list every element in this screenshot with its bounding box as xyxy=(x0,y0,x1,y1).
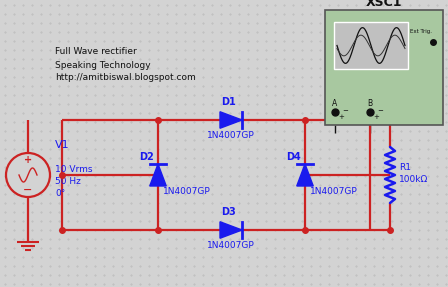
Polygon shape xyxy=(220,222,242,238)
Polygon shape xyxy=(220,112,242,128)
Circle shape xyxy=(6,153,50,197)
Text: D3: D3 xyxy=(222,207,237,217)
Text: 100kΩ: 100kΩ xyxy=(399,174,428,183)
Bar xyxy=(334,22,408,69)
Text: http://amitbiswal.blogspot.com: http://amitbiswal.blogspot.com xyxy=(55,73,196,82)
Text: +: + xyxy=(338,114,344,120)
Polygon shape xyxy=(297,164,313,186)
Text: 1N4007GP: 1N4007GP xyxy=(310,187,358,195)
Text: R1: R1 xyxy=(399,162,411,172)
Text: V1: V1 xyxy=(55,140,69,150)
Text: B: B xyxy=(367,98,373,108)
Text: Ext Trig.: Ext Trig. xyxy=(410,30,432,34)
Bar xyxy=(325,10,443,125)
Text: +: + xyxy=(373,114,379,120)
Text: D2: D2 xyxy=(139,152,154,162)
Text: −: − xyxy=(23,185,33,195)
Text: 1N4007GP: 1N4007GP xyxy=(207,131,255,141)
Text: Full Wave rectifier: Full Wave rectifier xyxy=(55,48,137,57)
Text: −: − xyxy=(377,108,383,114)
Text: 1N4007GP: 1N4007GP xyxy=(163,187,211,195)
Text: D1: D1 xyxy=(222,97,237,107)
Text: XSC1: XSC1 xyxy=(366,0,402,9)
Text: 1N4007GP: 1N4007GP xyxy=(207,241,255,251)
Text: −: − xyxy=(342,108,348,114)
Text: 50 Hz: 50 Hz xyxy=(55,177,81,187)
Text: 0°: 0° xyxy=(55,189,65,199)
Text: Speaking Technology: Speaking Technology xyxy=(55,61,151,69)
Text: A: A xyxy=(332,98,338,108)
Polygon shape xyxy=(150,164,166,186)
Text: 10 Vrms: 10 Vrms xyxy=(55,166,92,174)
Text: +: + xyxy=(24,155,32,165)
Text: D4: D4 xyxy=(286,152,301,162)
